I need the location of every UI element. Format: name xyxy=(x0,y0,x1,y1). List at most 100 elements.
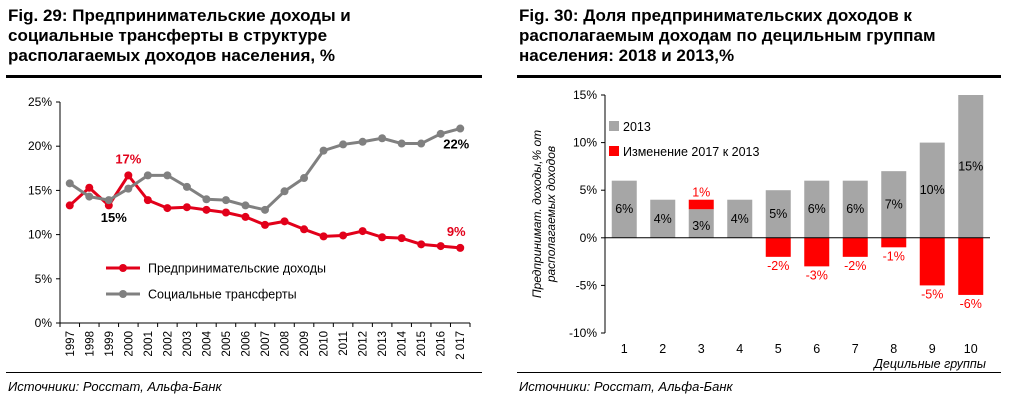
x-tick-label: 2014 xyxy=(397,330,409,356)
bar-value-label: 10% xyxy=(920,183,945,197)
x-tick-label: 2003 xyxy=(182,331,194,357)
bar-2013 xyxy=(842,180,868,238)
x-tick-label: 2001 xyxy=(143,331,155,357)
bar-value-label: 6% xyxy=(615,202,633,216)
series-1-point xyxy=(378,233,387,242)
x-tick-label: 8 xyxy=(890,342,897,356)
legend-entry: 2013 xyxy=(623,120,651,134)
x-tick-label: 7 xyxy=(852,342,859,356)
x-tick-label: 2010 xyxy=(319,331,331,357)
series-2-point xyxy=(85,192,94,201)
data-label: 9% xyxy=(447,224,466,239)
x-tick-label: 2000 xyxy=(123,331,135,357)
legend-marker xyxy=(119,264,127,272)
right-source-note: Источники: Росстат, Альфа-Банк xyxy=(519,379,733,394)
x-tick-label: 2002 xyxy=(162,331,174,357)
series-2-point xyxy=(456,124,465,133)
data-label: 17% xyxy=(115,151,141,166)
bar-change xyxy=(881,237,907,248)
series-2-point xyxy=(124,184,133,193)
y-tick-label: -10% xyxy=(569,326,597,340)
left-figure-title: Fig. 29: Предпринимательские доходы и со… xyxy=(8,6,478,66)
series-2-point xyxy=(65,179,74,188)
series-1-point xyxy=(339,231,348,240)
left-title-rule xyxy=(6,75,482,78)
change-value-label: -2% xyxy=(767,259,789,273)
series-1-point xyxy=(65,201,74,210)
change-value-label: -6% xyxy=(960,297,982,311)
x-tick-label: 2005 xyxy=(221,331,233,357)
series-1-point xyxy=(182,203,191,212)
bar-2013 xyxy=(804,180,830,238)
right-title-line-3: населения: 2018 и 2013,% xyxy=(519,46,735,65)
left-title-line-2: социальные трансферты в структуре xyxy=(8,26,328,45)
x-tick-label: 1997 xyxy=(65,331,77,357)
bar-change xyxy=(919,237,945,286)
series-2-point xyxy=(339,140,348,149)
x-tick-label: 2007 xyxy=(260,331,272,357)
series-2-point xyxy=(436,129,445,138)
x-tick-label: 1 xyxy=(621,342,628,356)
x-tick-label: 1999 xyxy=(104,331,116,357)
bar-chart: -10% -5% 0% 5% 10% 15% 6% 1 4% 2 3% 1% 3 4% 4 5% -2% 5 6% -… xyxy=(530,88,990,371)
series-2-point xyxy=(221,196,230,205)
right-title-line-1: Fig. 30: Доля предпринимательских доходо… xyxy=(519,6,912,25)
series-1-point xyxy=(163,204,172,213)
x-tick-label: 2016 xyxy=(436,331,448,357)
x-tick-label: 9 xyxy=(929,342,936,356)
y-tick-label: 0% xyxy=(35,316,53,330)
bar-2013 xyxy=(727,199,753,238)
bar-value-label: 3% xyxy=(692,219,710,233)
x-tick-label: 2006 xyxy=(240,331,252,357)
series-1-point xyxy=(85,183,94,192)
line-chart: 0% 5% 10% 15% 20% 25% 1997 1998 1999 2000 2001 2002… xyxy=(28,95,471,360)
series-2-point xyxy=(143,171,152,180)
series-2-point xyxy=(280,187,289,196)
series-2-point xyxy=(202,195,211,204)
bar-2013 xyxy=(881,171,907,238)
series-1-point xyxy=(241,212,250,221)
series-2-point xyxy=(417,139,426,148)
bar-change xyxy=(765,237,791,257)
series-1-point xyxy=(319,232,328,241)
data-label: 15% xyxy=(101,210,127,225)
right-figure-title: Fig. 30: Доля предпринимательских доходо… xyxy=(519,6,999,66)
series-1-point xyxy=(221,208,230,217)
x-tick-label: 2013 xyxy=(377,331,389,357)
series-1-point xyxy=(124,171,133,180)
series-2-point xyxy=(378,134,387,143)
y-tick-label: 10% xyxy=(28,228,52,242)
left-source-note: Источники: Росстат, Альфа-Банк xyxy=(8,379,222,394)
x-tick-label: 3 xyxy=(698,342,705,356)
bar-2013 xyxy=(765,190,791,238)
series-2-point xyxy=(163,171,172,180)
y-axis-title-line: Предпринимат. доходы,% от xyxy=(530,130,544,298)
y-axis-title-line: располагаемых доходов xyxy=(544,146,558,283)
bar-value-label: 4% xyxy=(731,212,749,226)
x-tick-label: 10 xyxy=(964,342,978,356)
change-value-label: -3% xyxy=(806,268,828,282)
series-1-point xyxy=(358,227,367,236)
y-tick-label: -5% xyxy=(576,278,598,292)
series-2-point xyxy=(241,201,250,210)
left-figure-panel: Fig. 29: Предпринимательские доходы и со… xyxy=(0,0,490,405)
data-label: 22% xyxy=(443,137,469,152)
bar-2013 xyxy=(611,180,637,238)
x-tick-label: 2012 xyxy=(358,331,370,357)
bar-value-label: 4% xyxy=(654,212,672,226)
left-source-rule xyxy=(6,372,482,373)
series-1-point xyxy=(417,240,426,249)
series-2-point xyxy=(319,146,328,155)
right-source-rule xyxy=(517,372,1001,373)
series-1-point xyxy=(261,220,269,229)
y-tick-label: 15% xyxy=(573,88,597,102)
change-value-label: -2% xyxy=(844,259,866,273)
x-tick-label: 2015 xyxy=(416,331,428,357)
x-tick-label: 4 xyxy=(736,342,743,356)
x-tick-label: 2011 xyxy=(338,331,350,356)
series-2-point xyxy=(261,205,269,214)
x-tick-label: 6 xyxy=(813,342,820,356)
bar-value-label: 6% xyxy=(808,202,826,216)
y-tick-label: 25% xyxy=(28,95,52,109)
bar-change xyxy=(688,199,714,210)
